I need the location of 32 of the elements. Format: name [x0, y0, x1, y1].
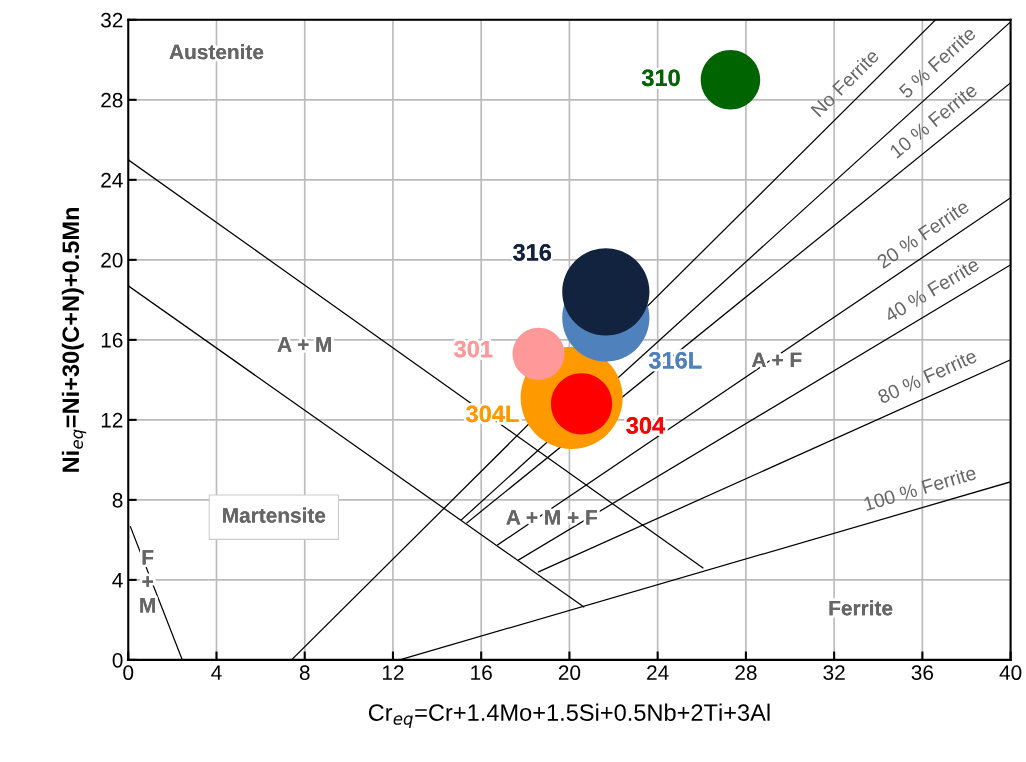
x-tick-label: 40 [999, 665, 1022, 681]
y-tick-label: 16 [101, 332, 123, 348]
y-tick-label: 24 [101, 172, 123, 188]
annotation: Martensite [223, 507, 326, 523]
x-axis-title: Cr$_{eq}$=Cr+1.4Mo+1.5Si+0.5Nb+2Ti+3Al [368, 703, 770, 729]
annotation: Austenite [169, 44, 264, 60]
x-tick-label: 8 [299, 665, 310, 681]
x-tick-label: 36 [911, 665, 934, 681]
y-tick-label: 12 [101, 412, 123, 428]
x-tick-label: 32 [823, 665, 845, 681]
annotation: Ferrite [829, 600, 893, 616]
annotation: A + M [277, 337, 332, 352]
series-label: 310 [641, 69, 680, 87]
y-tick-label: 4 [112, 573, 123, 588]
x-tick-label: 20 [558, 665, 581, 681]
y-tick-label: 32 [101, 12, 123, 28]
text: 100 % Ferrite [863, 465, 977, 512]
x-tick-label: 28 [735, 665, 757, 681]
x-tick-label: 12 [382, 665, 404, 680]
x-tick-label: 16 [471, 665, 492, 681]
y-tick-label: 20 [101, 252, 123, 268]
x-tick-label: 4 [211, 665, 222, 680]
x-tick-label: 0 [123, 665, 134, 681]
y-tick-label: 0 [112, 652, 123, 668]
y-tick-label: 8 [112, 492, 123, 508]
y-axis-title: Ni$_{eq}$=Ni+30(C+N)+0.5Mn [61, 207, 87, 472]
annotation: A + F [751, 352, 802, 367]
series-label: 316 [513, 243, 552, 261]
y-tick-label: 28 [101, 92, 123, 108]
x-tick-label: 24 [647, 665, 669, 680]
text: 80 % Ferrite [876, 348, 978, 405]
series-label: 304 [626, 417, 666, 434]
